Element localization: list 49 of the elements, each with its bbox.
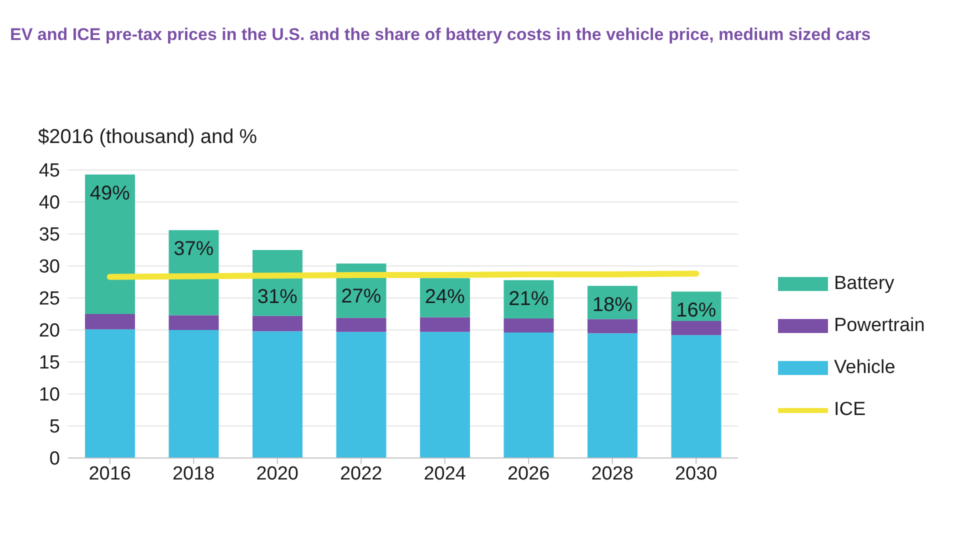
y-tick-label: 5 [49, 416, 60, 438]
bar [588, 333, 638, 458]
bar [588, 319, 638, 334]
annotation: 16% [676, 300, 716, 322]
annotation: 18% [592, 294, 633, 316]
annotation: 27% [341, 285, 382, 308]
bar [671, 335, 722, 458]
legend-label: Powertrain [834, 315, 925, 337]
x-tick-label: 2030 [674, 463, 718, 484]
legend-label: ICE [834, 399, 866, 421]
bar [336, 318, 386, 332]
chart-title: EV and ICE pre-tax prices in the U.S. and the share of battery costs in the vehicle price, medium sized cars [10, 24, 872, 46]
bar [252, 316, 302, 332]
y-tick-label: 15 [38, 352, 60, 374]
bar [336, 332, 386, 458]
x-tick-label: 2016 [88, 463, 132, 484]
x-tick-label: 2020 [256, 463, 299, 484]
y-tick-label: 10 [38, 384, 60, 406]
y-tick-label: 45 [38, 160, 60, 182]
x-tick-label: 2026 [507, 463, 550, 484]
annotation: 37% [174, 238, 214, 260]
x-tick-label: 2022 [340, 463, 382, 484]
annotation: 21% [508, 288, 549, 310]
y-tick-label: 30 [38, 256, 60, 278]
annotation: 31% [257, 286, 298, 308]
bar [252, 331, 302, 458]
bar [168, 330, 219, 458]
bar [420, 332, 470, 458]
x-tick-label: 2018 [172, 463, 215, 484]
y-tick-label: 40 [38, 192, 60, 214]
bar [504, 318, 554, 333]
x-tick-label: 2028 [591, 463, 634, 484]
bar [85, 314, 135, 330]
y-tick-label: 35 [38, 224, 60, 246]
legend-label: Battery [834, 273, 894, 295]
annotation: 24% [424, 286, 466, 308]
bar [420, 317, 470, 332]
x-tick-label: 2024 [424, 463, 466, 484]
bar [85, 174, 135, 314]
bar [85, 329, 135, 458]
y-tick-label: 0 [49, 448, 60, 470]
legend-label: Vehicle [834, 357, 896, 379]
annotation: 49% [90, 182, 130, 204]
bar [504, 332, 554, 458]
bar [168, 315, 219, 330]
bar [671, 321, 722, 336]
y-axis-title: $2016 (thousand) and % [38, 126, 258, 149]
y-tick-label: 25 [38, 288, 60, 310]
y-tick-label: 20 [38, 320, 60, 342]
